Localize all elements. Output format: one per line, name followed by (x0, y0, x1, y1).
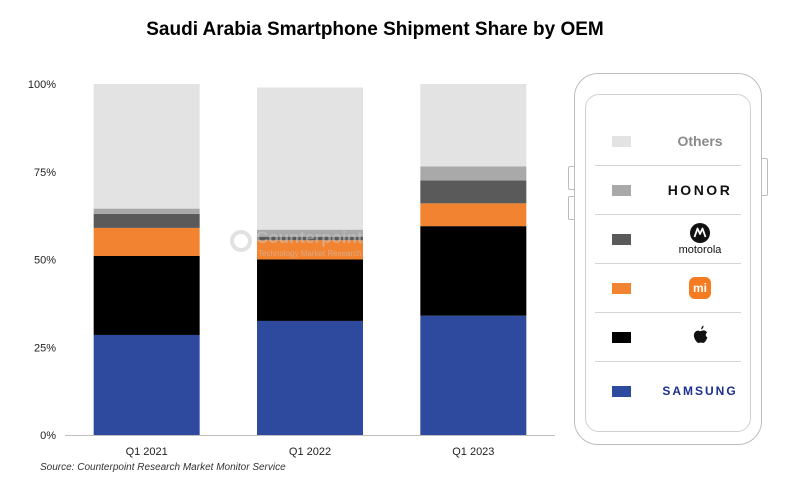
bar-segment (257, 87, 363, 230)
legend-swatch-xiaomi (612, 283, 631, 294)
source-note: Source: Counterpoint Research Market Mon… (40, 462, 286, 473)
bar-segment (257, 240, 363, 260)
phone-legend: Others HONOR motorola mi S (568, 73, 768, 445)
phone-screen (585, 94, 751, 432)
bar-segment (420, 84, 527, 167)
legend-item-xiaomi: mi (585, 264, 751, 313)
motorola-wordmark: motorola (678, 244, 722, 256)
y-tick-label: 25% (34, 342, 56, 354)
bar-segment (420, 203, 527, 227)
x-tick-label: Q1 2021 (126, 446, 168, 458)
bar-segment (93, 84, 200, 209)
motorola-logo-icon: motorola (645, 223, 755, 256)
apple-icon (693, 325, 708, 343)
legend-swatch-apple (612, 332, 631, 343)
legend-swatch-motorola (612, 234, 631, 245)
bar-segment (420, 226, 527, 316)
bar-segment (257, 320, 363, 435)
phone-volume-up-button (568, 166, 574, 190)
legend-swatch-samsung (612, 386, 631, 397)
phone-power-button (762, 158, 768, 196)
counterpoint-watermark: Counterpoint Technology Market Research (228, 228, 398, 268)
motorola-m-icon (690, 223, 710, 243)
counterpoint-logo-icon (230, 230, 252, 252)
legend-item-apple (585, 313, 751, 362)
watermark-subtitle: Technology Market Research (258, 249, 362, 258)
bar-segment (420, 315, 527, 435)
bar-segment (257, 259, 363, 321)
honor-wordmark-icon: HONOR (667, 182, 733, 198)
y-tick-label: 75% (34, 167, 56, 179)
bar-segment (93, 208, 200, 214)
chart-title: Saudi Arabia Smartphone Shipment Share b… (146, 19, 604, 40)
x-tick-label: Q1 2023 (452, 446, 494, 458)
y-tick-label: 0% (40, 430, 56, 442)
watermark-name: Counterpoint (256, 228, 363, 247)
phone-volume-down-button (568, 196, 574, 220)
x-tick-label: Q1 2022 (289, 446, 331, 458)
bar-segment (257, 229, 363, 237)
bar-segment (93, 213, 200, 228)
samsung-wordmark-icon: SAMSUNG (662, 384, 738, 398)
y-tick-label: 100% (28, 79, 56, 91)
bar-segment (257, 236, 363, 241)
legend-label-others: Others (677, 133, 723, 149)
stacked-bar-chart: 0% 25% 50% 75% 100% Q1 2021 Q1 2022 Q1 2023 (28, 79, 555, 458)
legend-item-others: Others (585, 117, 751, 166)
legend-swatch-honor (612, 185, 631, 196)
bar-segment (93, 227, 200, 256)
bar-segment (93, 334, 200, 435)
legend-swatch-others (612, 136, 631, 147)
legend-item-samsung: SAMSUNG (585, 362, 751, 411)
bar-segment (420, 166, 527, 181)
apple-logo-icon (645, 324, 755, 353)
bar-segment (93, 255, 200, 335)
xiaomi-logo-icon: mi (645, 277, 755, 299)
legend-item-honor: HONOR (585, 166, 751, 215)
y-tick-label: 50% (34, 255, 56, 267)
bar-segment (420, 180, 527, 204)
xiaomi-mi-mark: mi (689, 277, 711, 299)
legend-item-motorola: motorola (585, 215, 751, 264)
